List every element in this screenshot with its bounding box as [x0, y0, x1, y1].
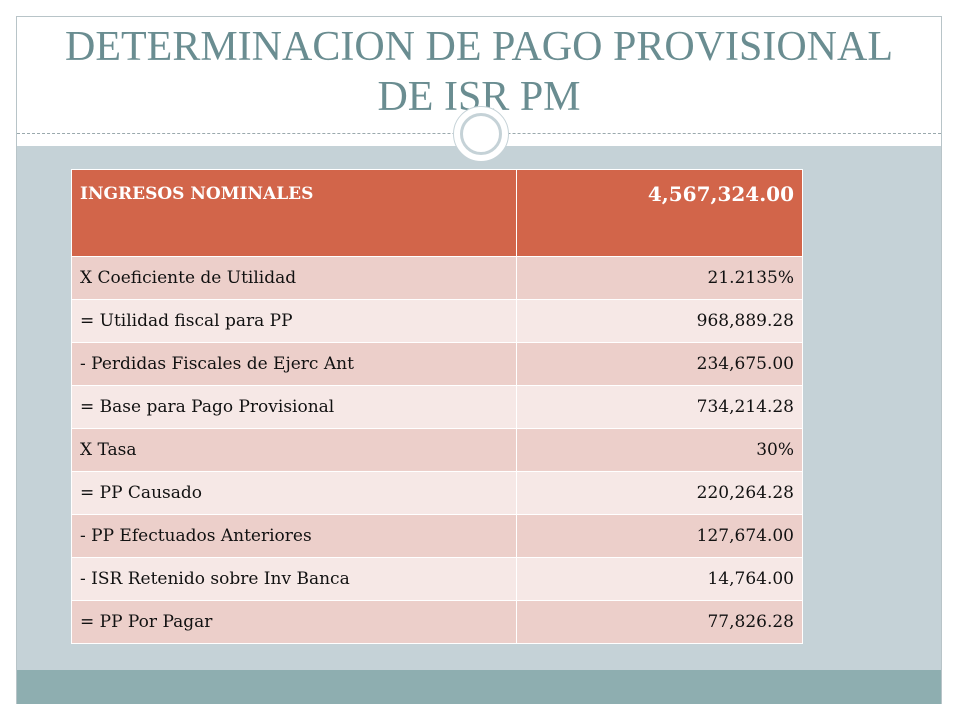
row-label: = PP Causado — [71, 471, 517, 515]
row-label: - PP Efectuados Anteriores — [71, 514, 517, 558]
slide-title: DETERMINACION DE PAGO PROVISIONAL DE ISR… — [16, 22, 942, 122]
table-row: X Coeficiente de Utilidad 21.2135% — [71, 256, 803, 300]
table-row: - PP Efectuados Anteriores 127,674.00 — [71, 514, 803, 558]
row-label: - ISR Retenido sobre Inv Banca — [71, 557, 517, 601]
header-value-cell: 4,567,324.00 — [516, 169, 803, 257]
footer-band — [17, 670, 941, 704]
table-row: = Base para Pago Provisional 734,214.28 — [71, 385, 803, 429]
row-value: 127,674.00 — [516, 514, 803, 558]
slide-title-line-1: DETERMINACION DE PAGO PROVISIONAL — [65, 24, 893, 70]
isr-calculation-table: INGRESOS NOMINALES 4,567,324.00 X Coefic… — [71, 169, 803, 644]
row-value: 734,214.28 — [516, 385, 803, 429]
row-label: X Tasa — [71, 428, 517, 472]
row-value: 234,675.00 — [516, 342, 803, 386]
row-value: 21.2135% — [516, 256, 803, 300]
header-label-cell: INGRESOS NOMINALES — [71, 169, 517, 257]
table-row: - Perdidas Fiscales de Ejerc Ant 234,675… — [71, 342, 803, 386]
table-row: = PP Por Pagar 77,826.28 — [71, 600, 803, 644]
table-row: X Tasa 30% — [71, 428, 803, 472]
row-label: - Perdidas Fiscales de Ejerc Ant — [71, 342, 517, 386]
row-value: 30% — [516, 428, 803, 472]
table-row: = Utilidad fiscal para PP 968,889.28 — [71, 299, 803, 343]
row-value: 968,889.28 — [516, 299, 803, 343]
row-value: 220,264.28 — [516, 471, 803, 515]
table-row: = PP Causado 220,264.28 — [71, 471, 803, 515]
row-label: = PP Por Pagar — [71, 600, 517, 644]
row-label: = Base para Pago Provisional — [71, 385, 517, 429]
table-row: - ISR Retenido sobre Inv Banca 14,764.00 — [71, 557, 803, 601]
table-header-row: INGRESOS NOMINALES 4,567,324.00 — [71, 169, 803, 257]
row-label: = Utilidad fiscal para PP — [71, 299, 517, 343]
row-value: 14,764.00 — [516, 557, 803, 601]
decorative-circle-ring-icon — [460, 113, 502, 155]
row-label: X Coeficiente de Utilidad — [71, 256, 517, 300]
row-value: 77,826.28 — [516, 600, 803, 644]
